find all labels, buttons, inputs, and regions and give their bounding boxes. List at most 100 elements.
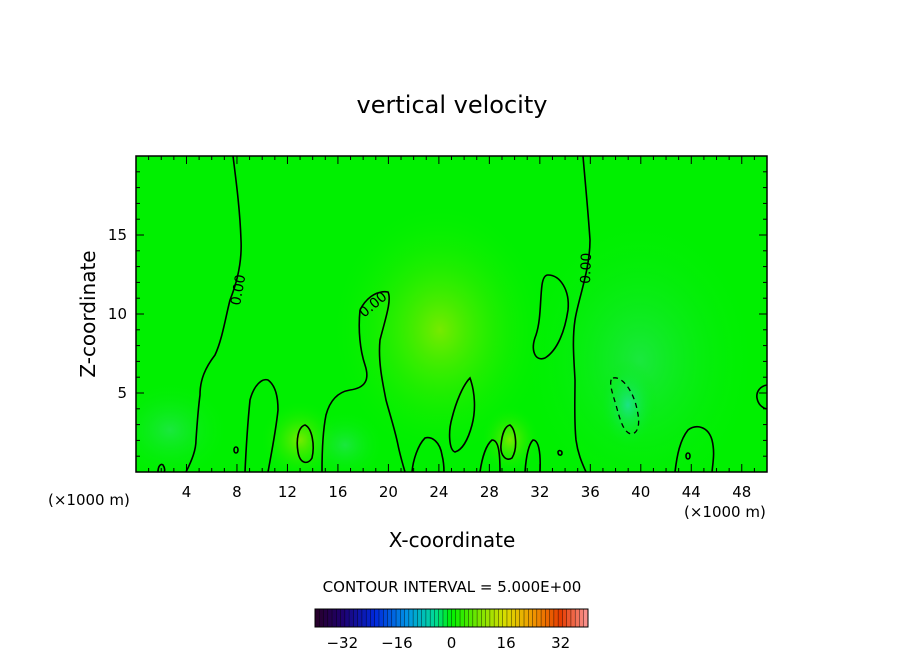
colorbar-cell — [421, 609, 427, 627]
colorbar-cell — [336, 609, 341, 627]
colorbar-cell — [545, 609, 550, 627]
colorbar-cell — [498, 609, 503, 627]
colorbar-tick-label: −16 — [381, 634, 413, 652]
colorbar-cell — [434, 609, 440, 627]
colorbar-cell — [579, 609, 585, 627]
colorbar-cell — [404, 609, 410, 627]
zero-contour-mid-2 — [321, 309, 368, 472]
zero-contour-closed-3 — [296, 424, 314, 464]
colorbar-cell — [549, 609, 555, 627]
colorbar-cell — [506, 609, 512, 627]
zero-contour-tiny-1 — [157, 463, 166, 472]
x-tick-label: 36 — [581, 483, 600, 501]
colorbar-cell — [361, 609, 367, 627]
downdraft-shading-core — [598, 360, 658, 450]
colorbar-cell — [323, 609, 329, 627]
colorbar-tick-label: −32 — [326, 634, 358, 652]
contour-interval-text: CONTOUR INTERVAL = 5.000E+00 — [323, 578, 582, 596]
colorbar-cell — [477, 609, 482, 627]
colorbar-cell — [353, 609, 358, 627]
x-tick-label: 44 — [682, 483, 701, 501]
colorbar-ticks: −32 −16 0 16 32 — [326, 634, 570, 652]
x-axis: 4 8 12 16 20 24 28 32 36 40 44 48 — [148, 156, 768, 501]
y-axis: 5 10 15 — [108, 171, 767, 457]
colorbar-cell — [502, 609, 508, 627]
colorbar-cell — [494, 609, 499, 627]
colorbar-cell — [575, 609, 580, 627]
contour-label-left: 0.00 — [228, 273, 249, 306]
colorbar-cell — [378, 609, 384, 627]
zero-contour-closed-2 — [448, 376, 476, 453]
colorbar-cell — [464, 609, 469, 627]
colorbar-cell — [408, 609, 414, 627]
zero-contour-tiny-2 — [685, 452, 691, 460]
zero-contour-low-5 — [524, 439, 541, 472]
zero-contour-closed-4 — [500, 424, 517, 460]
colorbar-cell — [400, 609, 405, 627]
x-unit-right: (×1000 m) — [684, 503, 766, 521]
colorbar-cell — [536, 609, 542, 627]
colorbar-cell — [383, 609, 388, 627]
downdraft-shading-left — [136, 380, 230, 472]
contour-label-right: 0.00 — [578, 252, 595, 284]
colorbar-cell — [528, 609, 533, 627]
x-tick-label: 4 — [182, 483, 192, 501]
zero-contour-left — [185, 156, 242, 472]
chart-title: vertical velocity — [357, 91, 548, 119]
zero-contours — [157, 156, 767, 472]
colorbar-cell — [472, 609, 478, 627]
colorbar-cell — [417, 609, 422, 627]
colorbar-cell — [570, 609, 576, 627]
colorbar-cell — [460, 609, 465, 627]
colorbar-cell — [387, 609, 393, 627]
colorbar-cell — [357, 609, 363, 627]
colorbar-cell — [438, 609, 444, 627]
colorbar-cell — [370, 609, 376, 627]
zero-contour-low-1 — [244, 378, 279, 472]
zero-contour-right — [572, 156, 591, 472]
x-unit-left: (×1000 m) — [48, 491, 130, 509]
colorbar-frame — [314, 608, 589, 628]
x-tick-label: 24 — [429, 483, 448, 501]
colorbar-tick-label: 0 — [447, 634, 457, 652]
colorbar-cell — [481, 609, 486, 627]
colorbar-cell — [344, 609, 350, 627]
x-tick-label: 12 — [278, 483, 297, 501]
x-tick-label: 28 — [480, 483, 499, 501]
y-tick-label: 5 — [117, 384, 127, 402]
colorbar-cell — [340, 609, 346, 627]
colorbar — [314, 608, 589, 628]
plot-area — [136, 156, 767, 472]
zero-contour-low-4 — [479, 439, 501, 472]
colorbar-cell — [532, 609, 538, 627]
zero-contour-closed-1 — [532, 274, 570, 360]
colorbar-cell — [413, 609, 418, 627]
x-tick-label: 40 — [631, 483, 650, 501]
colorbar-cell — [451, 609, 457, 627]
updraft-shading-low-2 — [480, 405, 540, 472]
x-tick-label: 8 — [232, 483, 242, 501]
colorbar-cell — [489, 609, 495, 627]
colorbar-cell — [519, 609, 525, 627]
colorbar-cell — [511, 609, 516, 627]
colorbar-tick-label: 32 — [551, 634, 570, 652]
y-tick-label: 15 — [108, 226, 127, 244]
colorbar-cell — [315, 609, 320, 627]
colorbar-cell — [396, 609, 401, 627]
colorbar-cell — [583, 609, 589, 627]
colorbar-cell — [374, 609, 380, 627]
zero-contour-tiny-3 — [233, 446, 239, 454]
colorbar-cell — [541, 609, 546, 627]
colorbar-cell — [332, 609, 337, 627]
y-axis-label: Z-coordinate — [76, 250, 100, 377]
colorbar-cell — [349, 609, 354, 627]
colorbar-cell — [319, 609, 324, 627]
colorbar-cell — [391, 609, 397, 627]
zero-contour-low-3 — [411, 436, 445, 472]
colorbar-cell — [558, 609, 563, 627]
colorbar-cell — [366, 609, 371, 627]
colorbar-cell — [485, 609, 491, 627]
colorbar-cell — [425, 609, 431, 627]
y-tick-label: 10 — [108, 305, 127, 323]
downdraft-shading-mid — [305, 410, 385, 472]
